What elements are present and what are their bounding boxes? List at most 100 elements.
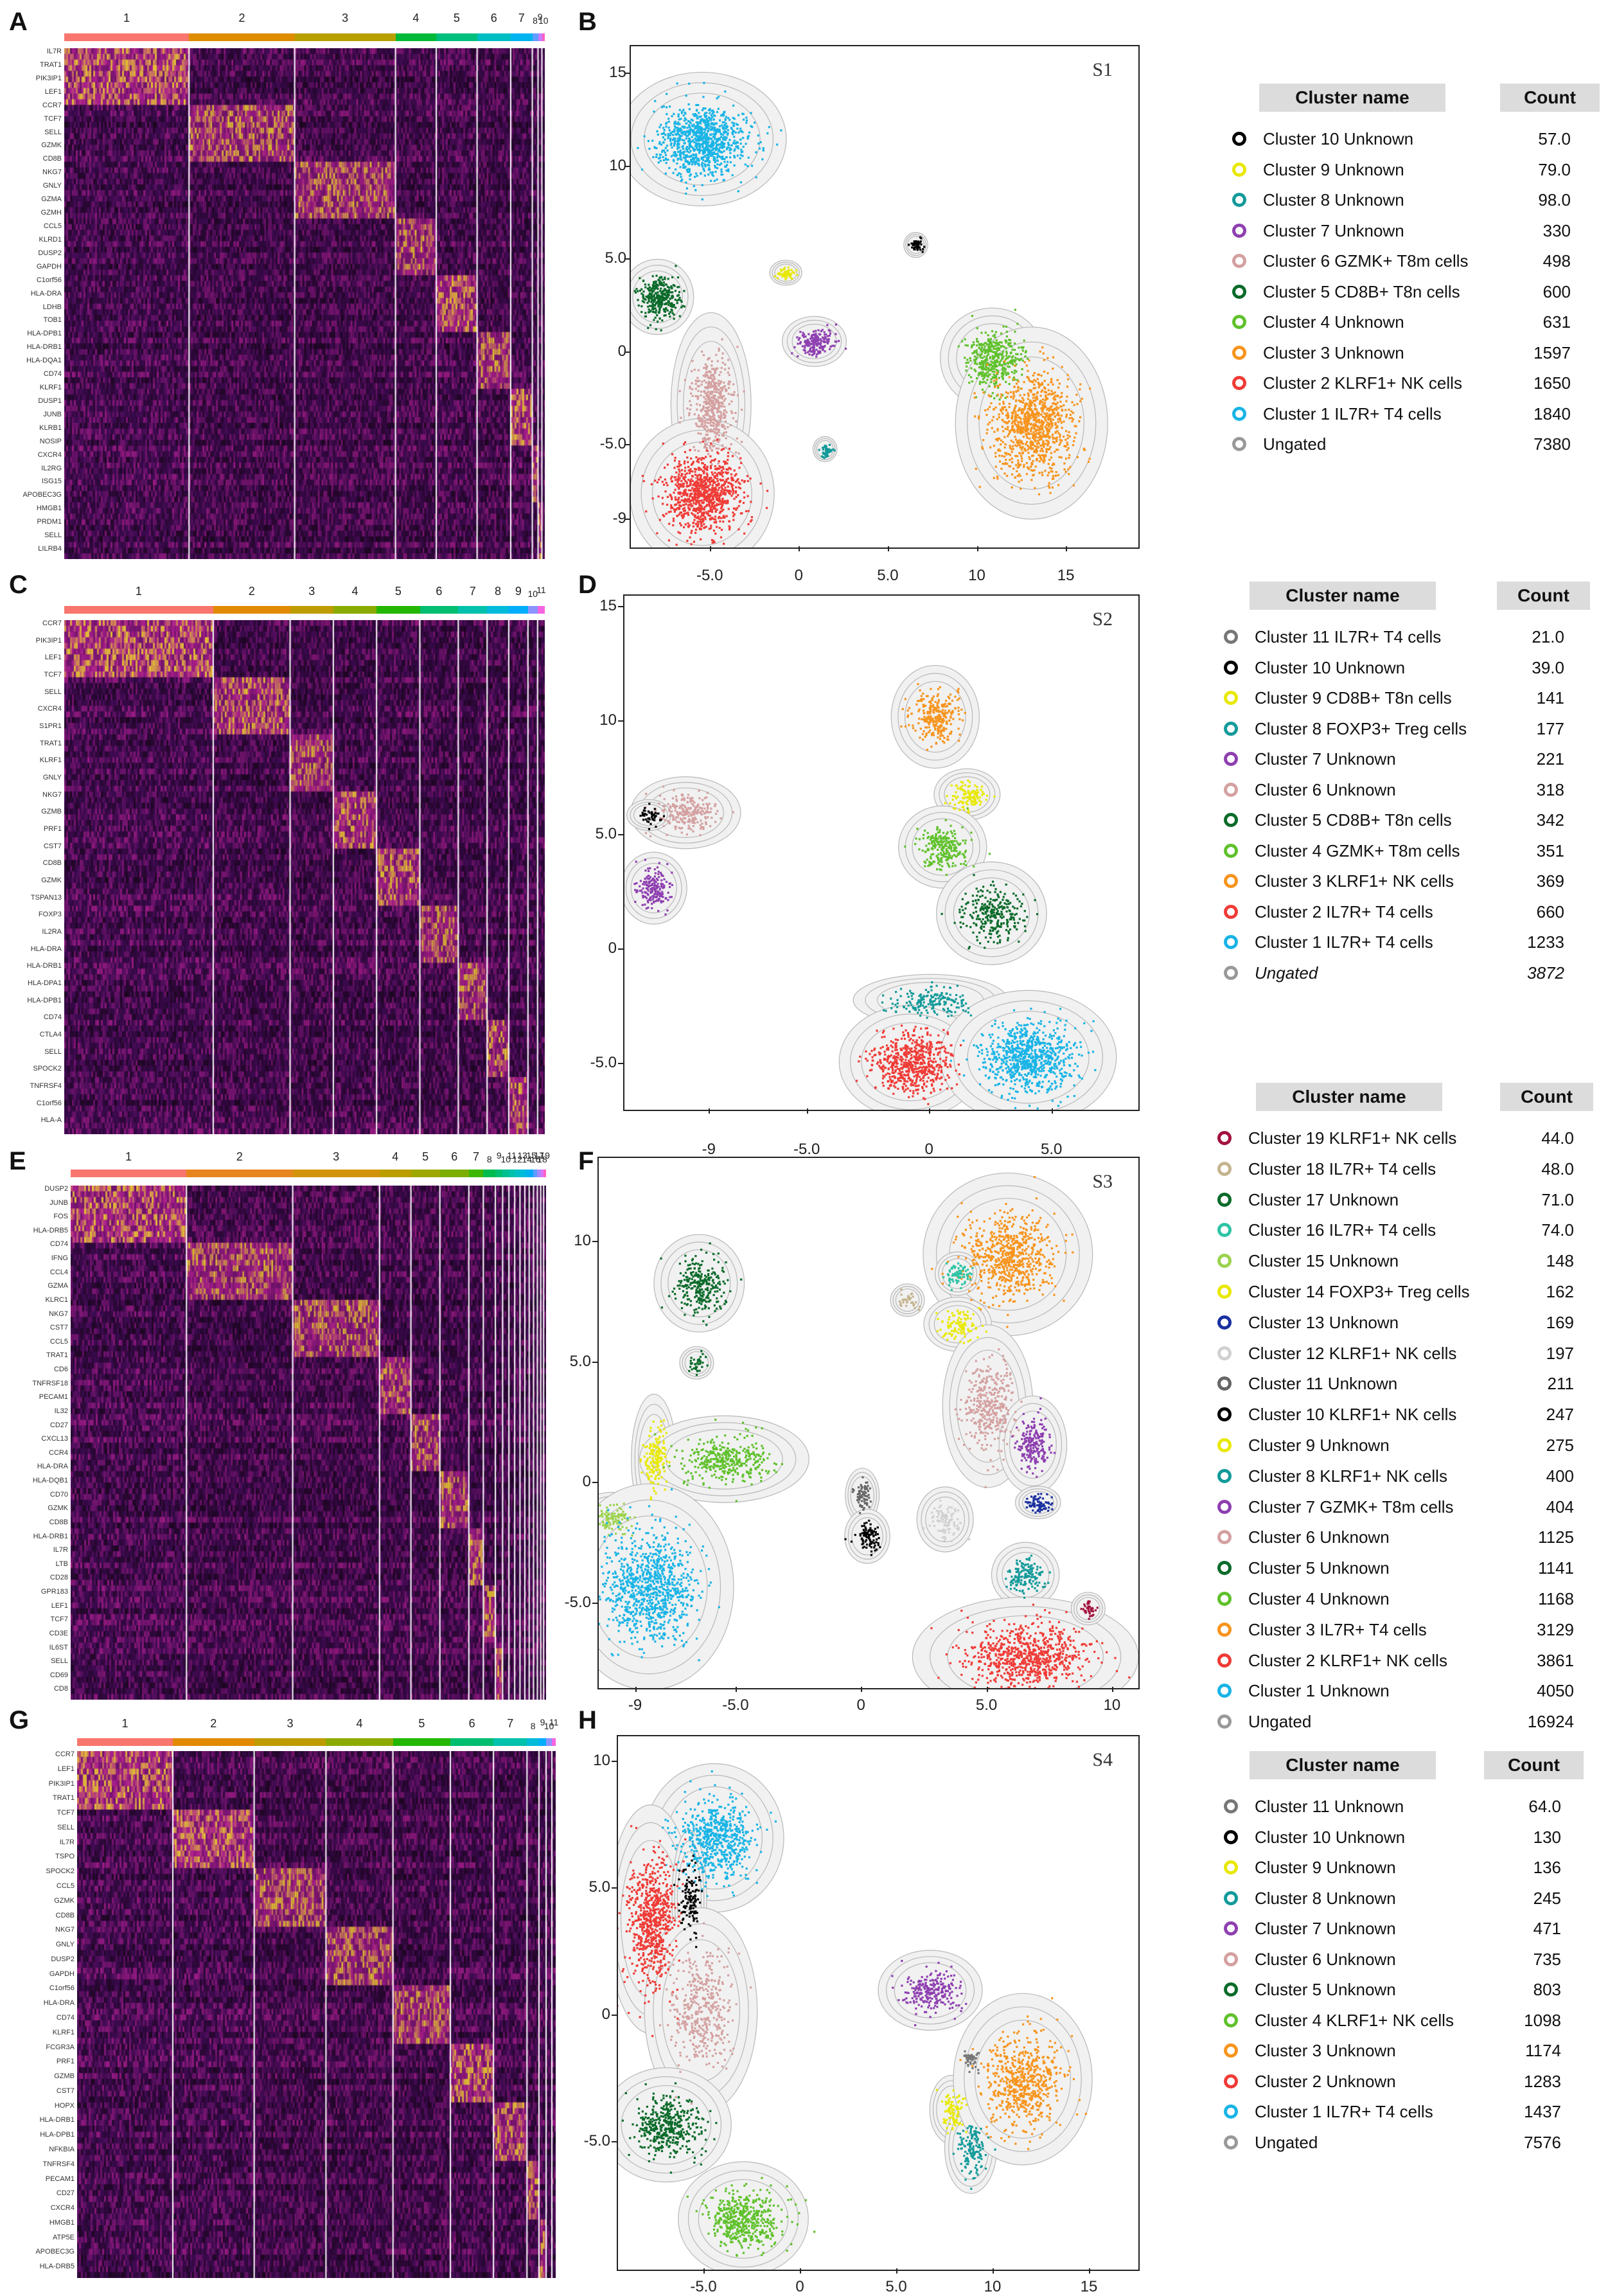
umap-point: [1022, 402, 1024, 404]
umap-point: [679, 422, 681, 423]
umap-point: [662, 150, 664, 152]
umap-point: [908, 724, 910, 726]
umap-point: [776, 143, 778, 145]
umap-point: [1026, 441, 1028, 443]
umap-point: [706, 386, 708, 388]
umap-point: [996, 378, 998, 380]
umap-point: [665, 157, 667, 159]
umap-point: [667, 496, 669, 498]
umap-point: [698, 509, 700, 511]
umap-point: [954, 796, 956, 797]
umap-point: [1048, 425, 1050, 427]
legend-ring-icon: [1232, 163, 1246, 177]
umap-point: [1052, 434, 1054, 436]
umap-point: [826, 324, 828, 326]
umap-point: [693, 502, 694, 504]
legend-ring-icon: [1232, 407, 1246, 421]
umap-point: [1016, 424, 1018, 426]
umap-point: [671, 480, 673, 482]
umap-point: [671, 497, 673, 499]
umap-point: [664, 467, 666, 468]
umap-point: [993, 368, 995, 370]
legend-count: 330: [1506, 221, 1571, 241]
umap-point: [720, 494, 721, 496]
umap-point: [716, 495, 718, 497]
umap-point: [664, 278, 666, 280]
umap-point: [635, 288, 637, 290]
umap-point: [915, 242, 917, 244]
umap-point: [1068, 417, 1070, 419]
umap-point: [976, 797, 978, 799]
umap-point: [669, 316, 671, 317]
umap-point: [1026, 462, 1028, 464]
umap-point: [637, 290, 639, 292]
umap-point: [709, 400, 711, 402]
umap-point: [811, 334, 813, 336]
umap-point: [751, 165, 753, 166]
umap-point: [1072, 418, 1074, 420]
cluster-bar-segment: [436, 33, 477, 41]
umap-point: [718, 350, 720, 352]
umap-point: [656, 130, 658, 132]
umap-point: [686, 485, 688, 486]
umap-point: [723, 124, 725, 126]
umap-point: [709, 489, 711, 491]
umap-point: [671, 155, 673, 157]
umap-point: [741, 441, 743, 443]
umap-point: [1028, 405, 1030, 407]
umap-point: [1050, 409, 1052, 411]
umap-point: [723, 132, 725, 134]
umap-point: [1069, 436, 1071, 438]
umap-point: [1065, 400, 1067, 402]
umap-point: [739, 500, 741, 502]
umap-point: [1041, 428, 1043, 430]
umap-point: [678, 136, 680, 138]
umap-point: [708, 157, 710, 159]
umap-point: [966, 366, 967, 368]
umap-point: [716, 388, 718, 390]
umap-point: [723, 448, 725, 450]
umap-point: [683, 513, 685, 515]
umap-point: [689, 468, 691, 470]
umap-point: [1059, 434, 1061, 436]
umap-point: [1065, 439, 1066, 441]
umap-point: [729, 528, 730, 530]
legend-cluster-name: Cluster 4 Unknown: [1263, 312, 1404, 332]
umap-point: [684, 139, 685, 141]
umap-point: [1032, 375, 1034, 377]
umap-point: [671, 476, 673, 477]
umap-point: [1013, 372, 1015, 374]
gene-label: PRF1: [44, 826, 62, 833]
umap-point: [698, 148, 700, 150]
umap-point: [655, 281, 657, 283]
umap-point: [722, 362, 724, 364]
umap-point: [1032, 387, 1034, 389]
legend-header-count: Count: [1500, 84, 1600, 112]
umap-point: [705, 414, 707, 416]
umap-point: [642, 296, 644, 298]
umap-point: [1052, 397, 1054, 399]
umap-point: [739, 138, 741, 140]
umap-point: [725, 420, 727, 422]
umap-point: [720, 132, 722, 134]
umap-point: [1023, 409, 1025, 411]
umap-point: [723, 161, 725, 163]
umap-point: [671, 287, 673, 289]
umap-point: [1025, 450, 1027, 452]
umap-point: [698, 380, 700, 382]
umap-point: [641, 305, 642, 307]
umap-point: [712, 118, 714, 120]
umap-point: [723, 491, 725, 493]
umap-point: [725, 137, 727, 139]
umap-point: [1016, 445, 1018, 447]
umap-point: [710, 467, 712, 469]
umap-point: [732, 125, 734, 127]
umap-point: [945, 716, 947, 718]
umap-point: [797, 355, 799, 357]
umap-point: [743, 502, 745, 504]
umap-point: [690, 393, 692, 395]
umap-point: [700, 538, 702, 540]
umap-point: [930, 688, 932, 690]
umap-point: [684, 305, 685, 307]
umap-point: [1022, 399, 1024, 401]
